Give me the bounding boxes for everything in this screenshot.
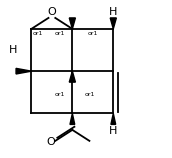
Polygon shape <box>69 71 76 82</box>
Polygon shape <box>110 18 116 29</box>
Text: O: O <box>47 7 56 17</box>
Text: H: H <box>8 45 17 55</box>
Text: or1: or1 <box>54 92 65 97</box>
Text: or1: or1 <box>84 92 95 97</box>
Polygon shape <box>69 18 76 29</box>
Polygon shape <box>70 113 75 124</box>
Text: H: H <box>109 126 117 136</box>
Text: O: O <box>47 137 55 147</box>
Text: H: H <box>109 7 117 17</box>
Text: or1: or1 <box>88 31 98 36</box>
Polygon shape <box>16 68 31 74</box>
Text: or1: or1 <box>54 31 65 36</box>
Text: or1: or1 <box>33 31 43 36</box>
Polygon shape <box>111 113 116 124</box>
